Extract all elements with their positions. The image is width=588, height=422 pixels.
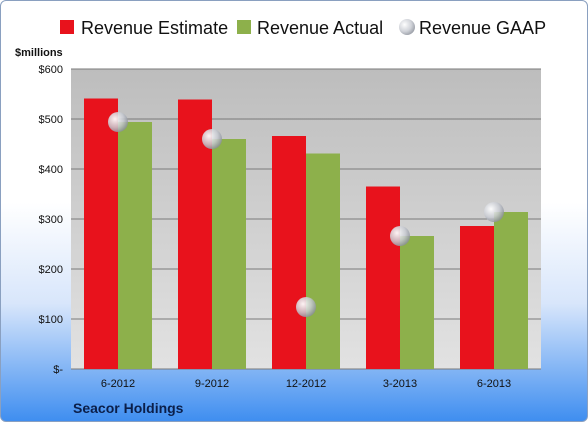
- bar-revenue-estimate-12-2012: [272, 136, 306, 369]
- y-tick-label: $600: [39, 64, 63, 76]
- bar-revenue-actual-6-2012: [118, 122, 152, 369]
- bar-revenue-estimate-6-2012: [84, 98, 118, 369]
- legend-label-revenue-actual: Revenue Actual: [257, 18, 383, 38]
- legend-swatch-revenue-estimate: [60, 20, 74, 34]
- bar-revenue-actual-9-2012: [212, 139, 246, 369]
- y-tick-label: $-: [53, 364, 63, 376]
- marker-revenue-gaap-12-2012: [296, 297, 316, 317]
- marker-revenue-gaap-6-2013: [484, 202, 504, 222]
- legend-label-revenue-estimate: Revenue Estimate: [81, 18, 228, 38]
- bar-revenue-actual-6-2013: [494, 212, 528, 369]
- bars: [84, 98, 528, 369]
- x-tick-label: 3-2013: [383, 378, 417, 390]
- y-axis-unit-label: $millions: [15, 47, 63, 59]
- marker-revenue-gaap-9-2012: [202, 129, 222, 149]
- marker-revenue-gaap-6-2012: [108, 112, 128, 132]
- legend-swatch-revenue-gaap: [399, 19, 415, 35]
- chart-legend: Revenue Estimate Revenue Actual Revenue …: [60, 18, 546, 38]
- y-tick-label: $500: [39, 114, 63, 126]
- x-tick-label: 9-2012: [195, 378, 229, 390]
- company-name: Seacor Holdings: [73, 400, 184, 416]
- bar-revenue-actual-12-2012: [306, 153, 340, 369]
- bar-revenue-actual-3-2013: [400, 236, 434, 369]
- marker-revenue-gaap-3-2013: [390, 226, 410, 246]
- y-tick-label: $100: [39, 314, 63, 326]
- x-tick-label: 12-2012: [286, 378, 326, 390]
- legend-label-revenue-gaap: Revenue GAAP: [419, 18, 546, 38]
- x-tick-label: 6-2012: [101, 378, 135, 390]
- bar-revenue-estimate-6-2013: [460, 226, 494, 369]
- y-axis-ticks: $- $100 $200 $300 $400 $500 $600: [39, 64, 64, 376]
- y-tick-label: $400: [39, 164, 63, 176]
- legend-swatch-revenue-actual: [237, 20, 251, 34]
- x-axis-ticks: 6-2012 9-2012 12-2012 3-2013 6-2013: [101, 378, 511, 390]
- x-tick-label: 6-2013: [477, 378, 511, 390]
- y-tick-label: $300: [39, 214, 63, 226]
- y-tick-label: $200: [39, 264, 63, 276]
- bar-revenue-estimate-3-2013: [366, 186, 400, 369]
- gaap-markers: [108, 112, 504, 317]
